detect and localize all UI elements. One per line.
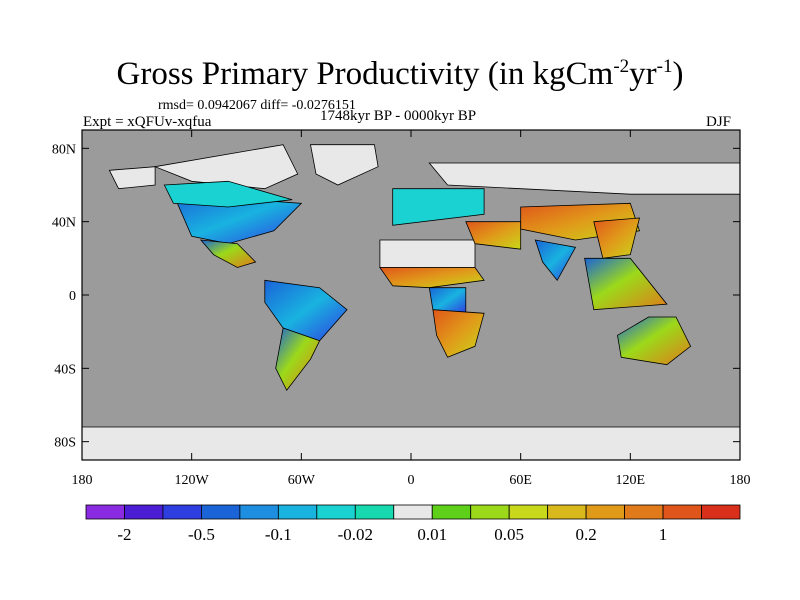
region-east-asia bbox=[593, 217, 641, 259]
colorbar-box bbox=[85, 504, 125, 520]
colorbar-label: -0.02 bbox=[338, 525, 373, 544]
land-regions bbox=[82, 144, 740, 460]
colorbar-box bbox=[662, 504, 702, 520]
colorbar-box bbox=[354, 504, 395, 520]
x-tick-label: 120E bbox=[616, 473, 646, 488]
region-north-america-low bbox=[172, 193, 303, 245]
colorbar-box bbox=[201, 504, 241, 520]
longitude-axis: 180 120W 60W 0 60E 120E 180 bbox=[72, 130, 751, 488]
region-australia bbox=[617, 316, 692, 366]
colorbar-box bbox=[431, 504, 472, 520]
colorbar-label: 0.2 bbox=[575, 525, 596, 544]
x-tick-label: 0 bbox=[408, 473, 415, 488]
colorbar-box bbox=[393, 504, 433, 520]
region-eurasia-north bbox=[428, 162, 740, 195]
region-alaska bbox=[108, 166, 156, 190]
x-tick-label: 60W bbox=[288, 473, 316, 488]
colorbar-label: 0.05 bbox=[494, 525, 524, 544]
colorbar-box bbox=[470, 504, 510, 520]
title-exponent-2: -1 bbox=[656, 56, 673, 77]
colorbar-box bbox=[239, 504, 279, 520]
colorbar-box bbox=[316, 504, 356, 520]
title-main: Gross Primary Productivity (in kgCm bbox=[116, 56, 614, 92]
y-tick-label: 0 bbox=[69, 289, 76, 304]
colorbar-box bbox=[701, 504, 741, 520]
stats-line: rmsd= 0.0942067 diff= -0.0276151 bbox=[158, 98, 356, 113]
region-southeast-asia bbox=[584, 257, 668, 311]
region-west-africa bbox=[379, 267, 485, 289]
colorbar-label: 0.01 bbox=[417, 525, 447, 544]
region-middle-east bbox=[465, 221, 522, 250]
region-sahara bbox=[379, 239, 476, 268]
region-southern-africa bbox=[432, 309, 485, 358]
season-label: DJF bbox=[706, 114, 732, 130]
colorbar-box bbox=[162, 504, 202, 520]
region-greenland bbox=[310, 144, 379, 186]
y-tick-label: 80S bbox=[54, 436, 76, 451]
region-antarctica bbox=[82, 426, 740, 460]
colorbar-label: -2 bbox=[117, 525, 131, 544]
colorbar-box bbox=[508, 504, 549, 520]
region-india bbox=[534, 239, 577, 282]
colorbar-label: -0.5 bbox=[188, 525, 215, 544]
title-exponent-1: -2 bbox=[613, 56, 630, 77]
colorbar-label: -0.1 bbox=[265, 525, 292, 544]
chart-title: Gross Primary Productivity (in kgCm-2yr-… bbox=[0, 54, 800, 94]
colorbar-box bbox=[124, 504, 164, 520]
colorbar-box bbox=[277, 504, 318, 520]
region-europe bbox=[392, 188, 485, 226]
region-south-america-south bbox=[275, 327, 321, 392]
y-tick-label: 80N bbox=[52, 142, 76, 157]
colorbar-box bbox=[547, 504, 587, 520]
region-arctic-canada bbox=[153, 144, 299, 190]
colorbar-box bbox=[585, 504, 625, 520]
colorbar-label: 1 bbox=[659, 525, 668, 544]
title-mid: yr bbox=[629, 56, 657, 92]
y-tick-label: 40S bbox=[54, 362, 76, 377]
experiment-label: Expt = xQFUv-xqfua bbox=[83, 114, 212, 130]
colorbar-box bbox=[624, 504, 664, 520]
region-mexico bbox=[199, 239, 257, 268]
latitude-axis: 80N 40N 0 40S 80S bbox=[52, 142, 740, 451]
period-label: 1748kyr BP - 0000kyr BP bbox=[320, 108, 477, 124]
region-north-america-teal bbox=[163, 180, 293, 208]
x-tick-label: 180 bbox=[72, 473, 93, 488]
title-close: ) bbox=[672, 56, 684, 92]
x-tick-label: 180 bbox=[730, 473, 751, 488]
x-tick-label: 120W bbox=[175, 473, 210, 488]
y-tick-label: 40N bbox=[52, 216, 76, 231]
x-tick-label: 60E bbox=[509, 473, 532, 488]
colorbar: -2 -0.5 -0.1 -0.02 0.01 0.05 0.2 1 bbox=[85, 504, 741, 544]
